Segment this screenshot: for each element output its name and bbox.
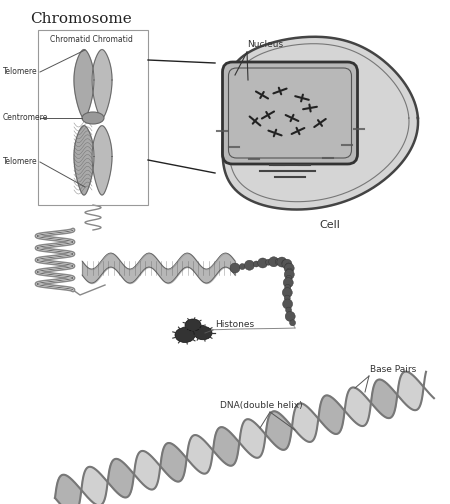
Text: Histones: Histones [215,320,254,329]
Polygon shape [291,403,318,442]
Polygon shape [265,411,292,450]
Circle shape [285,263,292,269]
FancyBboxPatch shape [222,62,357,164]
Circle shape [239,264,245,270]
Circle shape [283,278,293,288]
Text: Chromosome: Chromosome [30,12,132,26]
Circle shape [283,299,293,309]
Polygon shape [81,467,108,504]
Circle shape [230,263,240,273]
Circle shape [277,257,287,267]
Text: Telomere: Telomere [3,68,38,77]
Polygon shape [371,380,397,418]
Polygon shape [92,125,112,195]
Text: Telomere: Telomere [3,157,38,166]
Polygon shape [318,395,345,434]
Polygon shape [186,435,213,474]
Polygon shape [223,37,418,210]
Polygon shape [55,475,81,504]
Circle shape [285,284,291,290]
Ellipse shape [175,328,195,343]
Circle shape [287,268,292,274]
Text: Nucleus: Nucleus [247,40,283,49]
Text: Cell: Cell [320,220,341,230]
Polygon shape [134,451,160,489]
Circle shape [244,260,254,270]
Circle shape [286,307,292,313]
Polygon shape [397,371,423,410]
Circle shape [275,259,281,265]
Circle shape [284,295,290,301]
Polygon shape [345,388,371,426]
Polygon shape [212,427,239,466]
Circle shape [284,263,294,273]
Circle shape [282,288,292,297]
Polygon shape [108,459,134,497]
Circle shape [266,259,271,265]
Polygon shape [92,49,112,118]
Text: Base Pairs: Base Pairs [370,365,416,374]
Circle shape [285,311,295,322]
Text: Chromatid Chromatid: Chromatid Chromatid [50,35,133,44]
Circle shape [269,257,279,267]
Polygon shape [239,419,266,458]
Circle shape [286,275,292,281]
Ellipse shape [185,319,201,331]
Text: Centromere: Centromere [3,113,49,122]
Polygon shape [74,49,94,118]
Ellipse shape [194,326,212,340]
Circle shape [253,261,259,267]
Bar [38,30,148,205]
Circle shape [258,258,268,268]
Circle shape [282,259,292,269]
Circle shape [282,260,288,266]
Polygon shape [74,125,94,195]
Polygon shape [160,443,187,482]
Circle shape [289,320,296,326]
Text: DNA(double helix): DNA(double helix) [220,401,302,410]
Circle shape [284,270,294,279]
Ellipse shape [82,112,104,124]
